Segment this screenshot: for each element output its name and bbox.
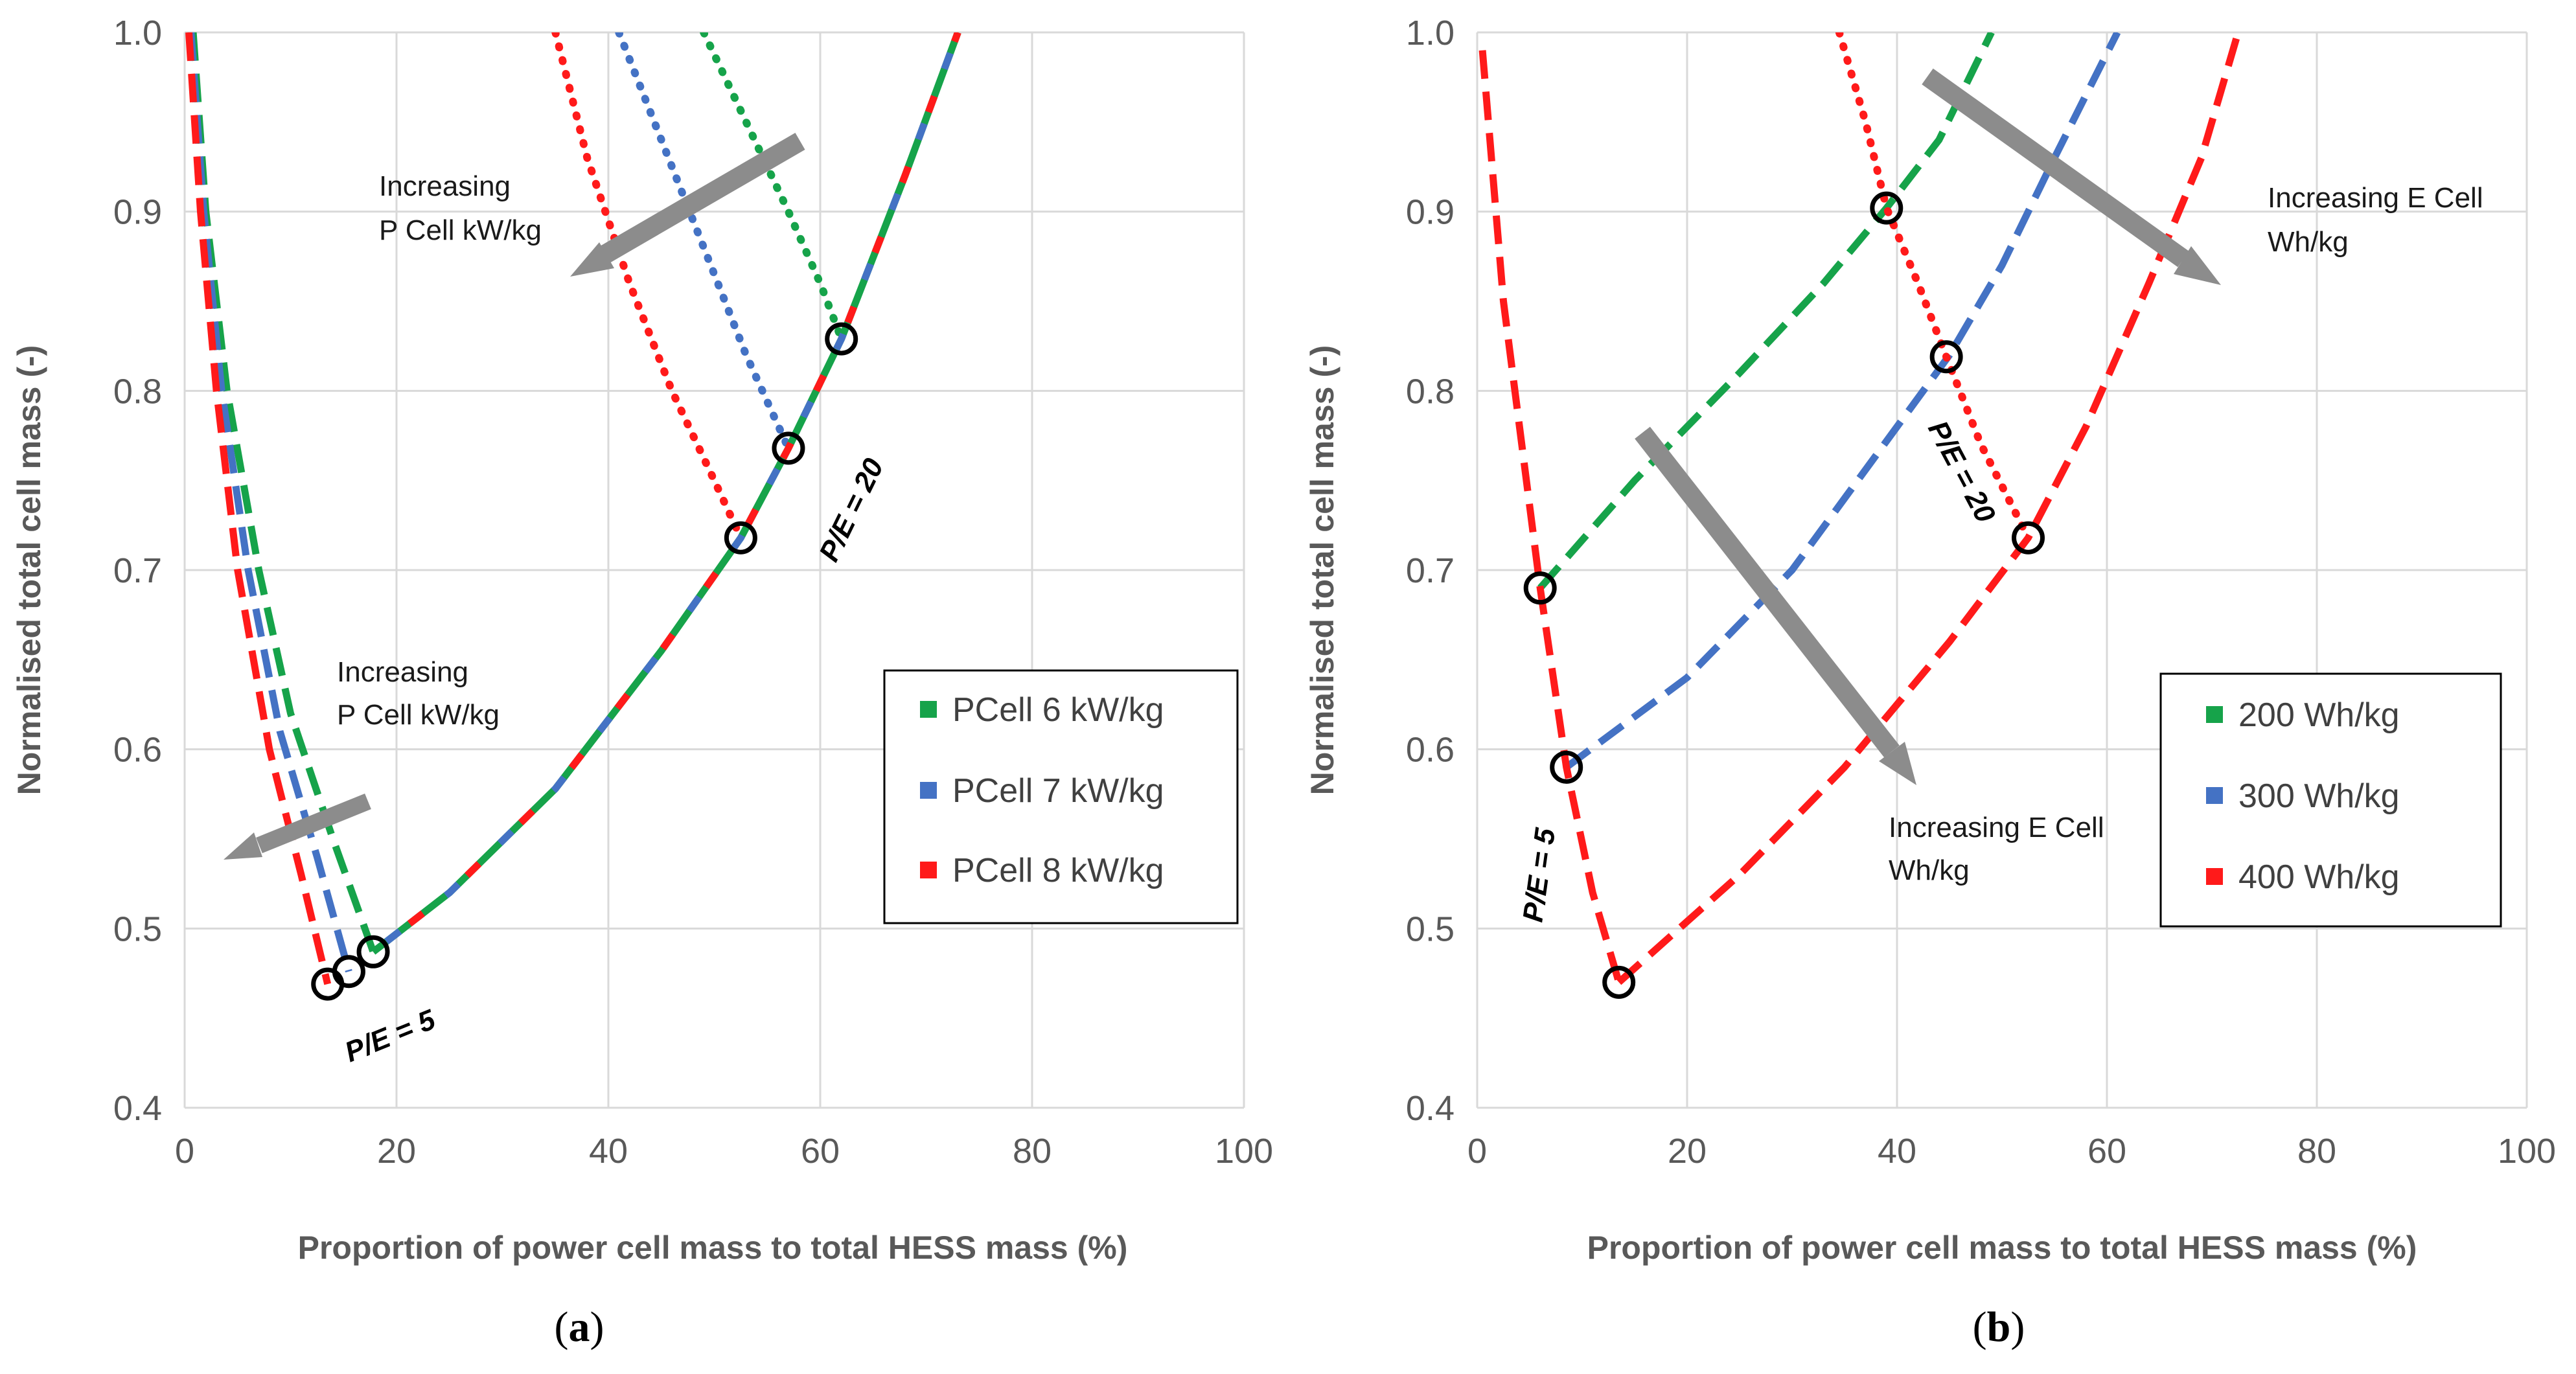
chart-a-x-tick-label: 80 (1013, 1132, 1052, 1171)
chart-a-y-tick-label: 0.7 (113, 551, 162, 590)
chart-b-grid (1476, 31, 2528, 1109)
chart-b-upper-arrow-label-1: Increasing E Cell (2268, 182, 2483, 214)
chart-a-legend-6: PCell 6 kW/kg (952, 691, 1164, 729)
chart-b-point-marker (1929, 340, 1963, 374)
chart-a-arrow-upper (570, 133, 805, 277)
chart-b-legend: 200 Wh/kg 300 Wh/kg 400 Wh/kg (2159, 672, 2502, 928)
chart-a-arrow-lower (224, 793, 371, 860)
chart-b-series-line (1616, 32, 2242, 985)
chart-b-point-marker (1550, 750, 1583, 784)
chart-b-point-marker (1870, 191, 1903, 225)
chart-b-x-ticks: 0 20 40 60 80 100 (1467, 1132, 2556, 1171)
chart-b-y-tick-label: 0.7 (1406, 551, 1455, 590)
chart-b-y-tick-label: 0.9 (1406, 193, 1455, 232)
chart-a-x-tick-label: 100 (1215, 1132, 1273, 1171)
chart-a-x-ticks: 0 20 40 60 80 100 (175, 1132, 1273, 1171)
chart-a-series-line (187, 32, 352, 973)
chart-a-lower-arrow-label-1: Increasing (337, 656, 468, 688)
chart-b-legend-swatch-200 (2206, 706, 2223, 723)
chart-b-series-line (1537, 32, 1995, 591)
chart-a-x-tick-label: 60 (801, 1132, 840, 1171)
chart-b-legend-300: 300 Wh/kg (2238, 777, 2400, 815)
chart-b-legend-swatch-400 (2206, 868, 2223, 885)
chart-a-legend-swatch-6 (920, 701, 937, 718)
chart-a-legend-7: PCell 7 kW/kg (952, 772, 1164, 810)
chart-b-arrow-lower (1635, 426, 1916, 785)
chart-b-markers (1523, 191, 2045, 999)
chart-b-legend-200: 200 Wh/kg (2238, 696, 2400, 734)
chart-a-pe5-label: P/E = 5 (340, 1003, 440, 1068)
chart-a-y-ticks: 0.4 0.5 0.6 0.7 0.8 0.9 1.0 (113, 14, 162, 1128)
chart-a-y-tick-label: 0.4 (113, 1089, 162, 1128)
chart-b: 0.4 0.5 0.6 0.7 0.8 0.9 1.0 0 20 40 60 80 100 Incre… (1304, 14, 2556, 1351)
chart-b-y-ticks: 0.4 0.5 0.6 0.7 0.8 0.9 1.0 (1406, 14, 1455, 1128)
chart-b-y-tick-label: 1.0 (1406, 14, 1455, 52)
chart-a-lower-arrow-label-2: P Cell kW/kg (337, 699, 500, 731)
chart-b-lower-arrow-label-1: Increasing E Cell (1889, 812, 2104, 843)
chart-b-x-tick-label: 100 (2498, 1132, 2556, 1171)
chart-b-series-line (1564, 32, 2121, 770)
chart-a-panel-letter: a (569, 1303, 590, 1351)
chart-a-point-marker (724, 521, 757, 555)
chart-a-y-tick-label: 0.8 (113, 372, 162, 411)
chart-a-x-tick-label: 20 (377, 1132, 416, 1171)
chart-b-x-axis-label: Proportion of power cell mass to total H… (1587, 1230, 2417, 1266)
chart-a-point-marker (772, 431, 805, 465)
chart-a-markers (311, 322, 858, 1001)
chart-a-series-line (551, 32, 745, 542)
chart-a-x-tick-label: 0 (175, 1132, 194, 1171)
chart-b-y-tick-label: 0.6 (1406, 731, 1455, 770)
chart-b-pe20-label: P/E = 20 (1922, 416, 2001, 529)
chart-a-legend-swatch-8 (920, 862, 937, 878)
chart-b-legend-400: 400 Wh/kg (2238, 858, 2400, 896)
chart-a-point-marker (825, 322, 858, 356)
chart-a-y-axis-label: Normalised total cell mass (-) (11, 345, 47, 796)
chart-b-y-axis-label: Normalised total cell mass (-) (1304, 345, 1340, 796)
chart-a-series-line (185, 32, 332, 985)
chart-a-y-tick-label: 1.0 (113, 14, 162, 52)
chart-b-point-marker (1602, 965, 1636, 999)
chart-a-upper-arrow-label-1: Increasing (379, 170, 511, 202)
chart-a-series (185, 32, 961, 985)
chart-b-x-tick-label: 60 (2087, 1132, 2126, 1171)
chart-a-legend-swatch-7 (920, 782, 937, 799)
chart-a-y-tick-label: 0.6 (113, 731, 162, 770)
chart-a-series-line (700, 32, 845, 343)
chart-b-x-tick-label: 80 (2297, 1132, 2336, 1171)
chart-a-legend-8: PCell 8 kW/kg (952, 852, 1164, 889)
chart-b-lower-arrow-label-2: Wh/kg (1889, 854, 1970, 886)
chart-a-upper-arrow-label-2: P Cell kW/kg (379, 214, 542, 246)
chart-b-y-tick-label: 0.5 (1406, 910, 1455, 948)
chart-a-x-tick-label: 40 (589, 1132, 628, 1171)
chart-b-series-line (1478, 50, 1622, 983)
chart-a-point-marker (356, 935, 390, 968)
chart-a-series-envelope (371, 32, 961, 955)
chart-a-pe20-label: P/E = 20 (813, 453, 890, 567)
chart-b-upper-arrow-label-2: Wh/kg (2268, 226, 2349, 258)
chart-a-legend: PCell 6 kW/kg PCell 7 kW/kg PCell 8 kW/k… (883, 669, 1239, 924)
chart-b-x-tick-label: 0 (1467, 1132, 1487, 1171)
chart-b-x-tick-label: 40 (1878, 1132, 1916, 1171)
chart-a-panel-label: (a) (555, 1303, 604, 1351)
chart-b-arrow-upper (1922, 68, 2221, 285)
chart-a: 0.4 0.5 0.6 0.7 0.8 0.9 1.0 0 20 40 60 80 100 Incre… (11, 14, 1273, 1351)
chart-a-x-axis-label: Proportion of power cell mass to total H… (298, 1230, 1128, 1266)
chart-a-y-tick-label: 0.5 (113, 910, 162, 948)
chart-b-legend-swatch-300 (2206, 787, 2223, 804)
chart-a-series-line (615, 32, 792, 452)
chart-a-point-marker (332, 955, 365, 989)
chart-b-y-tick-label: 0.4 (1406, 1089, 1455, 1128)
chart-b-x-tick-label: 20 (1668, 1132, 1707, 1171)
chart-b-panel-label: (b) (1973, 1303, 2025, 1351)
chart-b-series (1478, 32, 2242, 985)
chart-b-panel-letter: b (1987, 1303, 2011, 1351)
chart-b-point-marker (2012, 521, 2045, 555)
chart-b-point-marker (1523, 571, 1557, 605)
chart-b-pe5-label: P/E = 5 (1517, 826, 1561, 924)
chart-b-y-tick-label: 0.8 (1406, 372, 1455, 411)
chart-a-y-tick-label: 0.9 (113, 193, 162, 232)
